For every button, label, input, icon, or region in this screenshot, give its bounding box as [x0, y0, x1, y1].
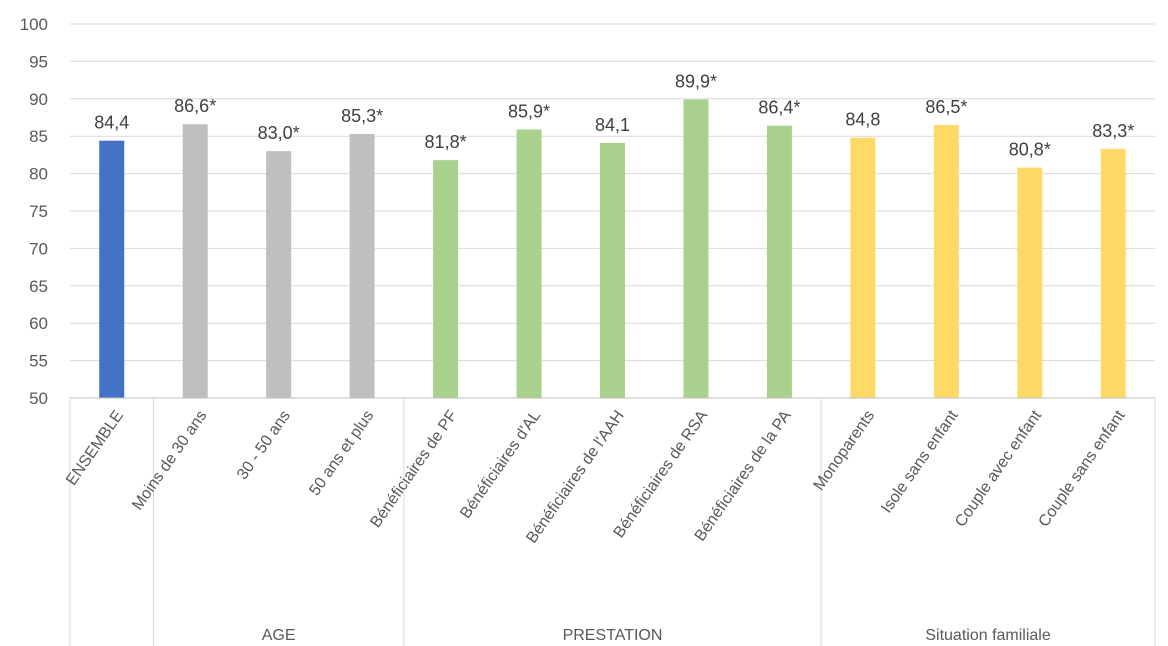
data-label: 83,0*	[258, 123, 300, 143]
bar	[1017, 167, 1043, 398]
category-label: Moins de 30 ans	[129, 408, 210, 514]
bar	[182, 124, 208, 399]
y-tick-label: 80	[29, 165, 48, 184]
bar	[349, 133, 375, 398]
category-label: Isole sans enfant	[878, 407, 962, 516]
data-label: 85,9*	[508, 101, 550, 121]
category-labels: ENSEMBLE Moins de 30 ans 30 - 50 ans 50 ans…	[63, 407, 1129, 546]
bar	[266, 151, 292, 398]
data-label: 80,8*	[1009, 140, 1051, 160]
bar	[600, 142, 625, 398]
category-label: 30 - 50 ans	[234, 408, 294, 483]
category-label: ENSEMBLE	[63, 408, 127, 489]
bar	[683, 99, 709, 398]
y-tick-label: 95	[29, 52, 48, 71]
data-label: 84,8	[845, 110, 880, 130]
y-tick-label: 90	[29, 90, 48, 109]
data-labels: 84,4 86,6* 83,0* 85,3* 81,8* 85,9* 84,1 89,9* 86…	[94, 72, 1134, 160]
category-label: 50 ans et plus	[306, 408, 377, 499]
y-tick-label: 70	[29, 239, 48, 258]
y-tick-label: 85	[29, 127, 48, 146]
bars	[99, 99, 1126, 399]
bar	[766, 125, 792, 398]
y-tick-label: 100	[20, 15, 48, 34]
category-label: Bénéficiaires d'AL	[457, 407, 544, 521]
y-tick-label: 65	[29, 277, 48, 296]
category-label: Couple sans enfant	[1036, 407, 1129, 530]
y-tick-label: 55	[29, 352, 48, 371]
y-tick-label: 75	[29, 202, 48, 221]
bar	[1100, 148, 1126, 398]
group-labels: AGE PRESTATION Situation familiale	[262, 627, 1051, 644]
bar	[99, 140, 125, 399]
data-label: 86,6*	[174, 96, 216, 116]
data-label: 89,9*	[675, 72, 717, 92]
bar	[516, 129, 542, 398]
data-label: 81,8*	[425, 132, 467, 152]
x-axis	[69, 397, 1156, 646]
category-label: Bénéficiaires de l'AAH	[523, 408, 627, 547]
data-label: 83,3*	[1092, 121, 1134, 141]
y-tick-label: 60	[29, 314, 48, 333]
group-label: Situation familiale	[925, 627, 1051, 644]
data-label: 86,4*	[758, 98, 800, 118]
category-label: Couple avec enfant	[952, 407, 1045, 530]
data-label: 84,1	[595, 115, 630, 135]
bar	[433, 160, 459, 398]
bar	[850, 137, 876, 399]
y-axis-tick-labels: 50 55 60 65 70 75 80 85 90 95 100	[20, 15, 48, 408]
y-tick-label: 50	[29, 389, 48, 408]
data-label: 84,4	[94, 113, 129, 133]
bar	[933, 124, 959, 398]
data-label: 86,5*	[925, 97, 967, 117]
group-label: AGE	[262, 627, 296, 644]
group-label: PRESTATION	[563, 627, 663, 644]
category-label: Bénéficiaires de PF	[367, 407, 461, 531]
data-label: 85,3*	[341, 106, 383, 126]
category-label: Bénéficiaires de la PA	[692, 407, 795, 544]
category-label: Bénéficiaires de RSA	[611, 407, 712, 541]
